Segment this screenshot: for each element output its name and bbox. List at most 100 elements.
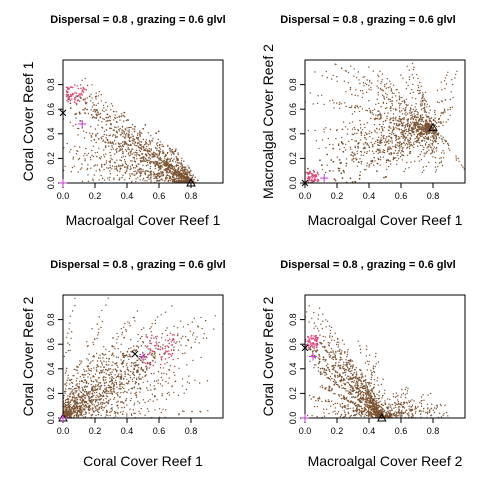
x-tick-label: 0.0 xyxy=(57,426,70,436)
trajectory-point xyxy=(140,161,142,163)
trajectory-point xyxy=(359,174,361,177)
trajectory-point xyxy=(63,394,65,397)
trajectory-point xyxy=(149,154,151,157)
trajectory-point xyxy=(124,128,127,130)
trajectory-point xyxy=(119,119,121,121)
trajectory-point xyxy=(396,100,398,102)
trajectory-point xyxy=(364,136,366,139)
trajectory-point xyxy=(356,132,358,135)
transient-point xyxy=(155,344,157,347)
trajectory-point xyxy=(78,389,80,391)
trajectory-point xyxy=(353,152,355,155)
trajectory-point xyxy=(117,375,120,378)
trajectory-point xyxy=(362,92,364,95)
trajectory-point xyxy=(425,131,428,134)
trajectory-point xyxy=(424,128,427,131)
y-tick-label: 0.6 xyxy=(288,103,298,116)
trajectory-point xyxy=(94,409,97,412)
trajectory-point xyxy=(409,107,412,109)
transient-point xyxy=(170,355,173,357)
trajectory-point xyxy=(380,81,383,83)
trajectory-point xyxy=(442,124,444,127)
trajectory-point xyxy=(86,392,88,394)
trajectory-point xyxy=(136,158,138,160)
trajectory-point xyxy=(326,373,328,376)
transient-point xyxy=(84,101,86,103)
trajectory-point xyxy=(81,386,83,389)
chart-title: Dispersal = 0.8 , grazing = 0.6 glvl xyxy=(50,14,225,26)
trajectory-point xyxy=(97,357,100,359)
trajectory-point xyxy=(428,149,430,151)
trajectory-point xyxy=(333,339,336,342)
trajectory-point xyxy=(161,143,163,146)
trajectory-point xyxy=(129,408,131,410)
trajectory-point xyxy=(388,98,390,101)
trajectory-point xyxy=(396,399,399,401)
trajectory-point xyxy=(408,125,411,127)
trajectory-point xyxy=(98,328,100,330)
trajectory-point xyxy=(115,363,117,365)
trajectory-point xyxy=(359,345,361,347)
trajectory-point xyxy=(169,159,172,161)
trajectory-point xyxy=(117,336,119,338)
trajectory-point xyxy=(434,111,436,114)
trajectory-point xyxy=(177,164,179,167)
trajectory-point xyxy=(86,370,88,372)
trajectory-point xyxy=(94,399,96,401)
trajectory-point xyxy=(449,149,451,151)
trajectory-point xyxy=(409,92,412,95)
trajectory-point xyxy=(356,381,359,384)
transient-point xyxy=(82,91,85,93)
y-tick-label: 0.4 xyxy=(46,363,56,376)
trajectory-point xyxy=(119,134,122,136)
trajectory-point xyxy=(175,380,177,382)
trajectory-point xyxy=(137,132,139,135)
trajectory-point xyxy=(157,344,159,347)
trajectory-point xyxy=(132,372,134,375)
trajectory-point xyxy=(400,118,403,121)
trajectory-point xyxy=(113,143,115,145)
trajectory-point xyxy=(125,132,128,135)
trajectory-point xyxy=(120,115,122,118)
trajectory-point xyxy=(75,380,78,382)
trajectory-point xyxy=(412,115,414,118)
trajectory-point xyxy=(436,125,438,128)
trajectory-point xyxy=(64,401,67,404)
trajectory-point xyxy=(122,155,125,158)
trajectory-point xyxy=(351,113,354,115)
trajectory-point xyxy=(188,375,190,377)
trajectory-point xyxy=(142,164,144,166)
trajectory-point xyxy=(67,404,69,406)
trajectory-point xyxy=(113,411,116,413)
equilibrium-x-marker xyxy=(131,350,139,358)
trajectory-point xyxy=(94,95,97,98)
trajectory-point xyxy=(333,107,335,109)
trajectory-point xyxy=(378,123,381,126)
trajectory-point xyxy=(99,158,102,160)
trajectory-point xyxy=(404,394,407,396)
trajectory-point xyxy=(116,166,118,168)
trajectory-point xyxy=(196,179,199,182)
transient-point xyxy=(167,340,169,342)
trajectory-point xyxy=(141,153,143,155)
trajectory-point xyxy=(90,370,92,372)
trajectory-point xyxy=(347,411,349,414)
trajectory-point xyxy=(111,393,114,395)
transient-point xyxy=(151,334,153,337)
trajectory-point xyxy=(97,331,100,334)
trajectory-point xyxy=(99,398,101,400)
trajectory-point xyxy=(354,153,356,156)
trajectory-point xyxy=(96,379,98,381)
trajectory-point xyxy=(372,70,374,72)
trajectory-point xyxy=(418,127,420,129)
trajectory-point xyxy=(379,70,381,73)
trajectory-point xyxy=(430,132,433,135)
trajectory-point xyxy=(118,150,120,152)
trajectory-point xyxy=(369,130,371,132)
trajectory-point xyxy=(93,138,96,141)
trajectory-point xyxy=(422,92,424,94)
trajectory-point xyxy=(407,144,409,146)
trajectory-point xyxy=(153,356,156,359)
trajectory-point xyxy=(142,147,144,149)
trajectory-point xyxy=(92,355,94,358)
